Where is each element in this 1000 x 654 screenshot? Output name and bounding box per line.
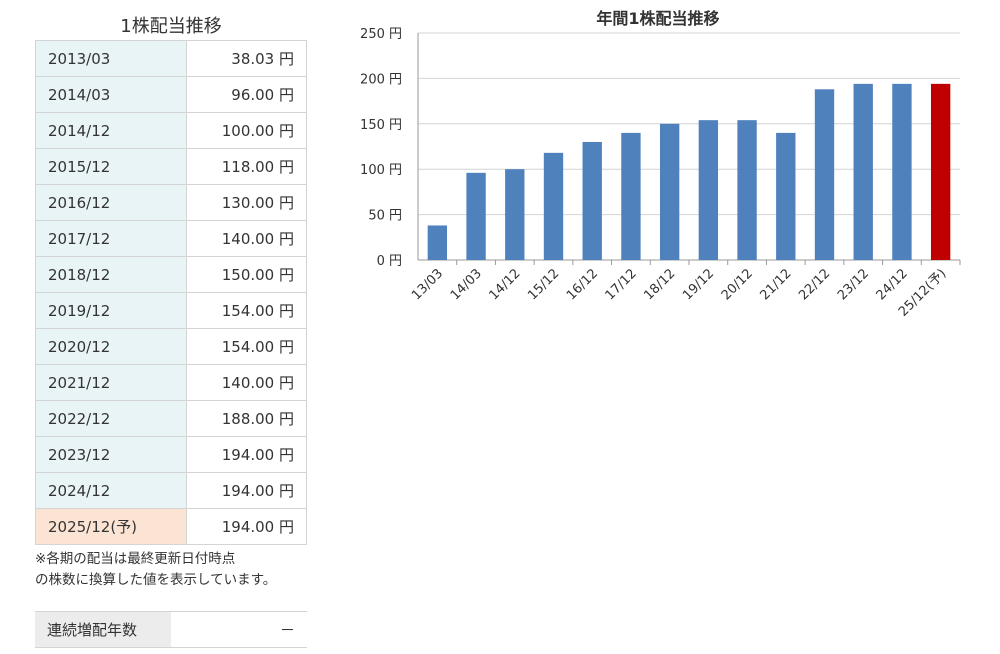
- dividend-value-cell: 96.00 円: [186, 76, 307, 113]
- period-cell: 2013/03: [35, 40, 187, 77]
- bar: [776, 132, 796, 260]
- chart-title: 年間1株配当推移: [596, 9, 719, 28]
- y-tick-label: 250 円: [360, 27, 402, 42]
- period-cell: 2025/12(予): [35, 508, 187, 545]
- streak-label: 連続増配年数: [35, 611, 171, 648]
- y-axis-ticks: 0 円 50 円 100 円 150 円 200 円 250 円: [360, 27, 402, 269]
- bar: [892, 83, 912, 261]
- streak-table: 連続増配年数 －: [35, 611, 307, 648]
- table-row: 2023/12 194.00 円: [35, 436, 307, 473]
- dividend-value-cell: 194.00 円: [186, 508, 307, 545]
- streak-value: －: [171, 611, 307, 648]
- bars: [427, 83, 951, 261]
- x-tick-label: 15/12: [525, 266, 562, 303]
- x-tick-label: 16/12: [564, 266, 601, 303]
- table-row: 2020/12 154.00 円: [35, 328, 307, 365]
- streak-row: 連続増配年数 －: [35, 611, 307, 648]
- x-tick-label: 18/12: [641, 266, 678, 303]
- dividend-value-cell: 118.00 円: [186, 148, 307, 185]
- x-tick-label: 17/12: [603, 266, 640, 303]
- period-cell: 2024/12: [35, 472, 187, 509]
- bar: [505, 169, 525, 260]
- bar: [659, 123, 680, 260]
- x-tick-label: 21/12: [758, 266, 795, 303]
- table-row: 2024/12 194.00 円: [35, 472, 307, 509]
- table-row: 2016/12 130.00 円: [35, 184, 307, 221]
- x-tick-label: 14/12: [487, 266, 524, 303]
- dividend-value-cell: 154.00 円: [186, 328, 307, 365]
- dividend-value-cell: 154.00 円: [186, 292, 307, 329]
- bar: [582, 141, 602, 260]
- table-row: 2013/03 38.03 円: [35, 40, 307, 77]
- y-tick-label: 50 円: [368, 209, 402, 224]
- gridlines: [417, 32, 960, 261]
- bar: [621, 132, 641, 260]
- bar: [427, 225, 448, 260]
- forecast-bar: [930, 83, 951, 261]
- dividend-value-cell: 194.00 円: [186, 472, 307, 509]
- table-row: 2021/12 140.00 円: [35, 364, 307, 401]
- period-cell: 2014/03: [35, 76, 187, 113]
- x-tick-label: 19/12: [680, 266, 717, 303]
- y-tick-label: 0 円: [377, 254, 402, 269]
- dividend-value-cell: 188.00 円: [186, 400, 307, 437]
- y-tick-label: 150 円: [360, 118, 402, 133]
- bar: [698, 120, 719, 260]
- x-tick-label: 24/12: [874, 266, 911, 303]
- x-tick-label: 22/12: [796, 266, 833, 303]
- footnote-line-2: の株数に換算した値を表示しています。: [35, 572, 277, 588]
- dividend-value-cell: 194.00 円: [186, 436, 307, 473]
- period-cell: 2015/12: [35, 148, 187, 185]
- x-tick-label: 13/03: [409, 266, 446, 303]
- bar: [814, 89, 835, 261]
- dividend-value-cell: 140.00 円: [186, 364, 307, 401]
- period-cell: 2019/12: [35, 292, 187, 329]
- x-tick-label: 14/03: [448, 266, 485, 303]
- period-cell: 2017/12: [35, 220, 187, 257]
- period-cell: 2018/12: [35, 256, 187, 293]
- footnote: ※各期の配当は最終更新日付時点 の株数に換算した値を表示しています。: [35, 549, 307, 591]
- period-cell: 2023/12: [35, 436, 187, 473]
- dividend-bar-chart: 年間1株配当推移 0 円 50 円 100 円 150 円 200 円 250 円 13/…: [360, 9, 961, 320]
- x-tick-label: 20/12: [719, 266, 756, 303]
- period-cell: 2022/12: [35, 400, 187, 437]
- y-tick-label: 200 円: [360, 72, 402, 87]
- dividend-value-cell: 100.00 円: [186, 112, 307, 149]
- bar: [853, 83, 873, 261]
- dividend-table-panel: 1株配当推移 2013/03 38.03 円 2014/03 96.00 円 2014/…: [35, 14, 307, 648]
- dividend-value-cell: 130.00 円: [186, 184, 307, 221]
- period-cell: 2021/12: [35, 364, 187, 401]
- table-row: 2018/12 150.00 円: [35, 256, 307, 293]
- dividend-history-table: 2013/03 38.03 円 2014/03 96.00 円 2014/12 100.0…: [35, 40, 307, 545]
- period-cell: 2020/12: [35, 328, 187, 365]
- x-axis-ticks: 13/03 14/03 14/12 15/12 16/12 17/12 18/12 19/12…: [409, 260, 961, 320]
- table-row: 2017/12 140.00 円: [35, 220, 307, 257]
- bar: [737, 120, 757, 260]
- table-title: 1株配当推移: [120, 16, 222, 37]
- table-row: 2015/12 118.00 円: [35, 148, 307, 185]
- dividend-value-cell: 140.00 円: [186, 220, 307, 257]
- x-tick-label: 23/12: [835, 266, 872, 303]
- y-tick-label: 100 円: [360, 163, 402, 178]
- table-row: 2019/12 154.00 円: [35, 292, 307, 329]
- bar: [466, 172, 486, 260]
- dividend-value-cell: 38.03 円: [186, 40, 307, 77]
- bar: [543, 152, 564, 260]
- footnote-line-1: ※各期の配当は最終更新日付時点: [35, 551, 236, 567]
- table-row: 2014/03 96.00 円: [35, 76, 307, 113]
- table-row: 2025/12(予) 194.00 円: [35, 508, 307, 545]
- table-row: 2022/12 188.00 円: [35, 400, 307, 437]
- period-cell: 2016/12: [35, 184, 187, 221]
- table-row: 2014/12 100.00 円: [35, 112, 307, 149]
- dividend-value-cell: 150.00 円: [186, 256, 307, 293]
- period-cell: 2014/12: [35, 112, 187, 149]
